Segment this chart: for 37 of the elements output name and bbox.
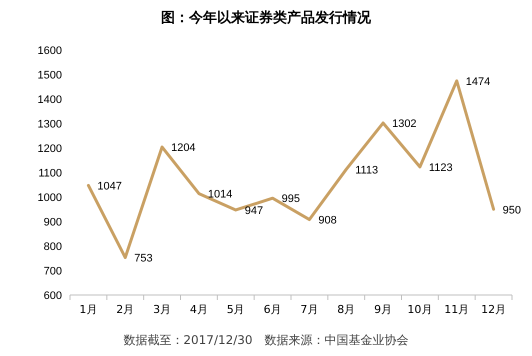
data-label: 1123 — [428, 162, 453, 174]
x-tick-label: 1月 — [79, 303, 98, 316]
data-label: 1047 — [97, 180, 122, 192]
y-tick-label: 1400 — [38, 94, 62, 106]
y-tick-label: 600 — [44, 290, 62, 302]
chart-title: 图：今年以来证券类产品发行情况 — [161, 9, 372, 26]
y-tick-label: 1200 — [38, 143, 62, 155]
data-label: 908 — [318, 214, 337, 227]
data-label: 995 — [282, 193, 300, 206]
y-tick-label: 1500 — [38, 70, 62, 82]
data-label: 1474 — [466, 76, 490, 88]
x-tick-label: 10月 — [407, 303, 432, 316]
x-tick-label: 2月 — [116, 303, 134, 316]
y-tick-label: 800 — [44, 241, 62, 253]
data-label: 1302 — [392, 118, 417, 130]
x-tick-label: 11月 — [444, 303, 470, 316]
y-tick-label: 900 — [44, 216, 62, 228]
y-tick-label: 1600 — [38, 45, 62, 57]
x-tick-label: 3月 — [153, 303, 172, 316]
data-label: 1014 — [208, 188, 232, 201]
y-tick-label: 1000 — [38, 192, 62, 204]
data-label: 753 — [134, 252, 153, 265]
x-tick-label: 8月 — [337, 303, 356, 316]
y-tick-label: 1300 — [38, 118, 62, 130]
x-tick-label: 12月 — [481, 303, 506, 316]
x-tick-label: 9月 — [374, 303, 392, 316]
y-tick-label: 1100 — [38, 168, 62, 180]
y-tick-label: 700 — [44, 266, 62, 278]
data-label: 950 — [502, 204, 521, 216]
data-label: 1204 — [171, 142, 196, 154]
data-label: 1113 — [355, 164, 378, 176]
x-tick-label: 5月 — [226, 303, 245, 316]
text: 数据截至：2017/12/30 数据来源：中国基金业协会 — [123, 333, 409, 347]
x-tick-label: 7月 — [300, 303, 318, 316]
data-label: 947 — [244, 204, 264, 217]
x-tick-label: 6月 — [264, 303, 282, 316]
x-tick-label: 4月 — [190, 303, 208, 316]
